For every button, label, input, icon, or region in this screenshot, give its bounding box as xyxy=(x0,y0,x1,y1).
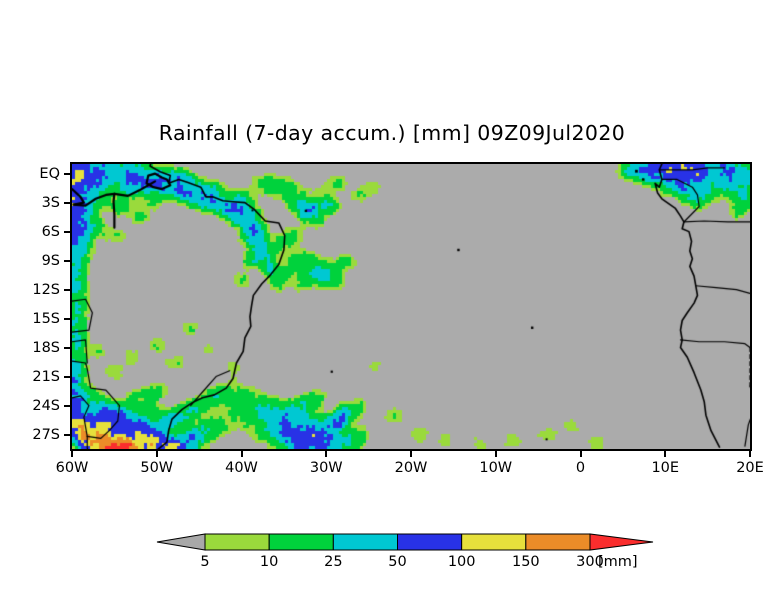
longitude-tick xyxy=(155,451,158,457)
colorbar-swatches xyxy=(156,533,654,551)
colorbar-tick-100: 100 xyxy=(447,554,476,570)
latitude-tick xyxy=(64,346,70,349)
map-plot-area[interactable] xyxy=(70,162,752,451)
longitude-tick xyxy=(749,451,751,457)
longitude-label-50w: 50W xyxy=(140,460,174,476)
latitude-tick xyxy=(64,375,70,378)
colorbar-segment[interactable] xyxy=(332,533,398,551)
longitude-tick xyxy=(325,451,328,457)
latitude-label-27s: 27S xyxy=(32,426,60,443)
longitude-tick xyxy=(494,451,497,457)
longitude-tick xyxy=(410,451,412,457)
latitude-label-9s: 9S xyxy=(41,252,60,269)
latitude-tick xyxy=(64,230,70,233)
longitude-label-60w: 60W xyxy=(55,460,89,476)
longitude-tick xyxy=(579,451,582,457)
longitude-label-10e: 10E xyxy=(651,460,680,476)
latitude-tick xyxy=(64,172,70,175)
longitude-label-0: 0 xyxy=(575,460,586,476)
latitude-tick xyxy=(64,433,70,436)
colorbar-segment[interactable] xyxy=(461,533,527,551)
latitude-tick xyxy=(64,404,70,407)
rainfall-heatmap-canvas xyxy=(72,164,750,449)
colorbar-segment[interactable] xyxy=(525,533,591,551)
longitude-tick xyxy=(240,451,243,457)
colorbar-tick-5: 5 xyxy=(200,554,210,570)
latitude-label-24s: 24S xyxy=(32,397,60,414)
colorbar-tick-300: 300 xyxy=(576,554,604,570)
longitude-tick xyxy=(71,451,73,457)
latitude-label-6s: 6S xyxy=(41,223,60,240)
colorbar-units-label: [mm] xyxy=(598,554,638,570)
colorbar-tick-150: 150 xyxy=(511,554,540,570)
colorbar-tick-50: 50 xyxy=(388,554,407,570)
latitude-tick xyxy=(64,259,70,262)
colorbar-tick-25: 25 xyxy=(324,554,343,570)
colorbar-segment[interactable] xyxy=(204,533,270,551)
latitude-tick xyxy=(64,288,70,291)
longitude-label-10w: 10W xyxy=(479,460,513,476)
colorbar-segment[interactable] xyxy=(268,533,334,551)
longitude-tick xyxy=(664,451,667,457)
latitude-tick xyxy=(64,317,70,320)
colorbar-tick-10: 10 xyxy=(259,554,279,570)
colorbar-over-arrow xyxy=(589,533,654,551)
latitude-label-3s: 3S xyxy=(41,194,60,211)
colorbar[interactable]: 5 10 25 50 100 150 300 [mm] xyxy=(155,532,655,576)
page-title: Rainfall (7-day accum.) [mm] 09Z09Jul202… xyxy=(158,121,626,145)
latitude-label-eq: EQ xyxy=(39,165,60,182)
longitude-label-20e: 20E xyxy=(736,460,764,476)
latitude-label-21s: 21S xyxy=(32,368,60,385)
latitude-label-15s: 15S xyxy=(32,310,60,327)
longitude-label-20w: 20W xyxy=(394,460,428,476)
latitude-label-18s: 18S xyxy=(32,339,60,356)
longitude-label-30w: 30W xyxy=(309,460,343,476)
colorbar-under-arrow xyxy=(156,533,206,551)
latitude-label-12s: 12S xyxy=(32,281,60,298)
longitude-label-40w: 40W xyxy=(225,460,258,476)
colorbar-segment[interactable] xyxy=(397,533,463,551)
latitude-tick xyxy=(64,201,70,204)
